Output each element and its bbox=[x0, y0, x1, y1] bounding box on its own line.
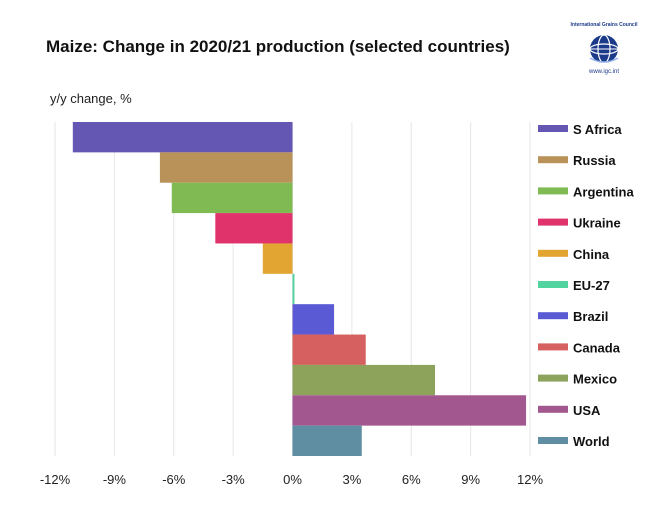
bar-argentina bbox=[171, 182, 293, 214]
bar-brazil bbox=[292, 304, 335, 335]
x-tick-label: 6% bbox=[402, 472, 421, 487]
bar-usa bbox=[292, 395, 527, 426]
x-tick-label: 3% bbox=[342, 472, 361, 487]
logo-org-name: International Grains Council bbox=[570, 22, 638, 28]
x-tick-label: 12% bbox=[517, 472, 543, 487]
bar-canada bbox=[292, 334, 366, 365]
x-tick-label: -9% bbox=[103, 472, 127, 487]
legend-entry: Mexico bbox=[573, 372, 617, 387]
legend-swatch bbox=[538, 405, 568, 413]
legend-entry: Ukraine bbox=[573, 216, 621, 231]
axis-label: y/y change, % bbox=[50, 91, 132, 106]
legend-swatch bbox=[538, 374, 568, 382]
legend-swatch bbox=[538, 312, 568, 320]
bar-eu-27 bbox=[292, 273, 295, 305]
legend-swatch bbox=[538, 437, 568, 444]
legend-entry: Argentina bbox=[573, 184, 634, 199]
igc-logo: International Grains Council www.igc.int bbox=[568, 22, 640, 82]
legend-swatch bbox=[538, 156, 568, 164]
globe-icon bbox=[589, 34, 619, 64]
x-tick-label: -12% bbox=[40, 472, 71, 487]
bar-mexico bbox=[292, 364, 435, 396]
legend-swatch bbox=[538, 125, 568, 132]
bar-s-africa bbox=[72, 122, 293, 153]
legend-swatch bbox=[538, 281, 568, 288]
chart-title: Maize: Change in 2020/21 production (sel… bbox=[46, 37, 510, 56]
x-tick-label: -6% bbox=[162, 472, 186, 487]
legend-entry: USA bbox=[573, 403, 601, 418]
legend-swatch bbox=[538, 218, 568, 226]
bar-world bbox=[292, 425, 362, 456]
bar-ukraine bbox=[215, 213, 293, 244]
legend-entry: Russia bbox=[573, 153, 616, 168]
legend-swatch bbox=[538, 249, 568, 257]
bar-china bbox=[262, 243, 293, 274]
legend-swatch bbox=[538, 187, 568, 195]
legend-entry: Canada bbox=[573, 340, 621, 355]
legend-entry: China bbox=[573, 247, 610, 262]
legend-entry: Brazil bbox=[573, 309, 608, 324]
legend-entry: EU-27 bbox=[573, 278, 610, 293]
legend-entry: World bbox=[573, 434, 610, 449]
legend-swatch bbox=[538, 343, 568, 351]
x-tick-label: 9% bbox=[461, 472, 480, 487]
bar-russia bbox=[159, 152, 293, 183]
x-tick-label: 0% bbox=[283, 472, 302, 487]
legend-entry: S Africa bbox=[573, 122, 622, 137]
logo-url: www.igc.int bbox=[588, 69, 619, 75]
x-tick-label: -3% bbox=[222, 472, 246, 487]
